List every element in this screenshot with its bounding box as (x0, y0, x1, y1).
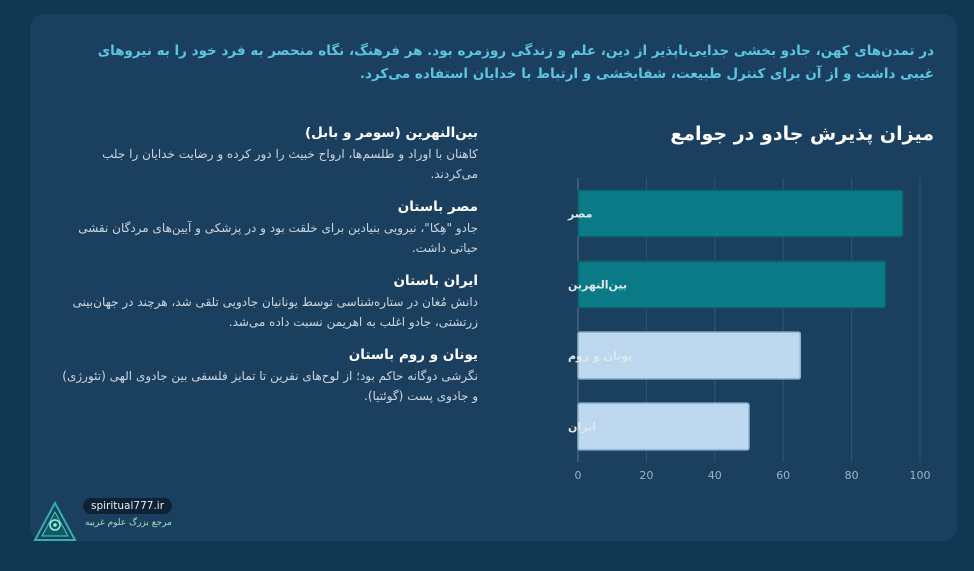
x-tick-label: 40 (708, 469, 722, 482)
civ-title: مصر باستان (397, 199, 478, 215)
civ-item-greece-rome: یونان و روم باستان نگرشی دوگانه حاکم بود… (60, 344, 478, 406)
brand-logo-icon (33, 500, 77, 541)
bar (577, 331, 802, 380)
civ-item-iran: ایران باستان دانش مُغان در ستاره‌شناسی ت… (60, 270, 478, 332)
civ-desc: کاهنان با اوراد و طلسم‌ها، ارواح خبیث را… (102, 147, 478, 181)
intro-paragraph: در تمدن‌های کهن، جادو بخشی جدایی‌ناپذیر … (97, 43, 934, 82)
x-tick-label: 80 (845, 469, 859, 482)
bar-chart: 0 20 40 60 80 100 مصر بین‌النهرین یونان و روم ایر… (567, 178, 931, 482)
civ-item-egypt: مصر باستان جادو "هِکا"، نیرویی بنیادین ب… (60, 196, 478, 258)
y-category-label: مصر (567, 208, 593, 221)
bar (577, 402, 750, 451)
civilizations-list: بین‌النهرین (سومر و بابل) کاهنان با اورا… (60, 122, 478, 418)
civ-desc: جادو "هِکا"، نیرویی بنیادین برای خلقت بو… (78, 221, 478, 255)
brand-subtitle: مرجع بزرگ علوم غریبه (85, 518, 172, 528)
bar (577, 189, 904, 238)
x-tick-label: 100 (910, 469, 931, 482)
x-tick-label: 0 (575, 469, 582, 482)
chart-title: میزان پذیرش جادو در جوامع (670, 123, 934, 145)
y-category-label: بین‌النهرین (568, 279, 627, 292)
civ-desc: دانش مُغان در ستاره‌شناسی توسط یونانیان … (72, 295, 478, 329)
x-tick-label: 60 (776, 469, 790, 482)
civ-title: یونان و روم باستان (348, 347, 478, 363)
bar (577, 260, 887, 309)
brand-watermark: spiritual777.ir مرجع بزرگ علوم غریبه (28, 498, 178, 548)
civ-item-mesopotamia: بین‌النهرین (سومر و بابل) کاهنان با اورا… (60, 122, 478, 184)
civ-title: ایران باستان (393, 273, 478, 289)
civ-title: بین‌النهرین (سومر و بابل) (304, 125, 478, 141)
brand-url[interactable]: spiritual777.ir (83, 498, 173, 514)
y-category-label: ایران (568, 421, 596, 434)
y-category-label: یونان و روم (568, 350, 632, 363)
x-tick-label: 20 (639, 469, 653, 482)
civ-desc: نگرشی دوگانه حاکم بود؛ از لوح‌های نفرین … (62, 369, 478, 403)
